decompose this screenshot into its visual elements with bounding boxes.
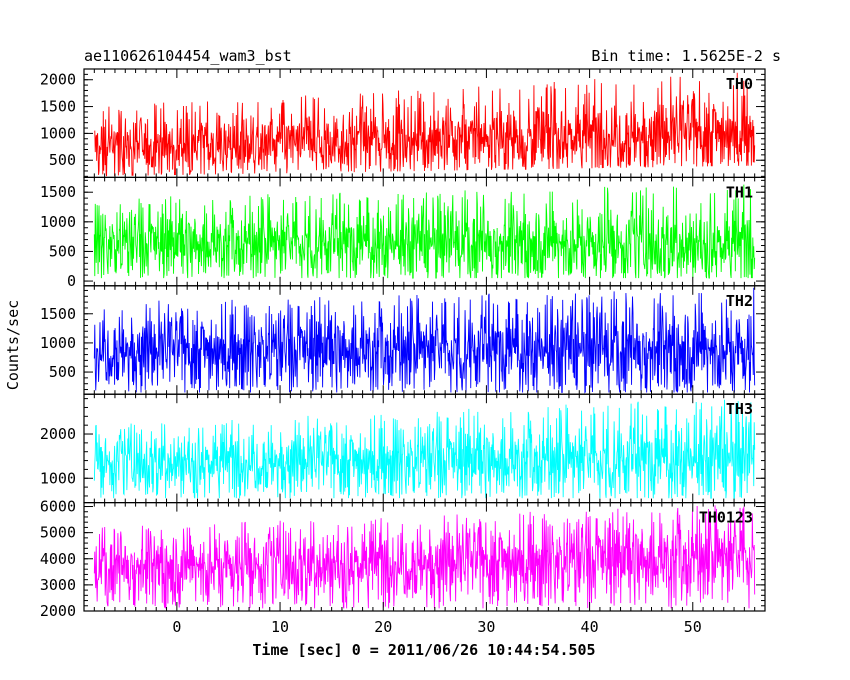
x-tick-label: 0	[172, 618, 181, 636]
y-tick-label: 4000	[40, 550, 76, 568]
panel-label-th2: TH2	[726, 292, 753, 310]
x-axis-label: Time [sec] 0 = 2011/06/26 10:44:54.505	[252, 641, 595, 659]
x-tick-label: 40	[581, 618, 599, 636]
y-tick-label: 500	[49, 151, 76, 169]
y-tick-label: 6000	[40, 498, 76, 516]
panel-label-th3: TH3	[726, 400, 753, 418]
y-tick-label: 2000	[40, 71, 76, 89]
series-th0123	[93, 505, 756, 609]
y-tick-label: 1000	[40, 334, 76, 352]
series-th3	[93, 399, 756, 499]
y-tick-label: 5000	[40, 524, 76, 542]
y-tick-label: 1000	[40, 213, 76, 231]
x-tick-label: 10	[271, 618, 289, 636]
x-tick-label: 50	[684, 618, 702, 636]
x-tick-label: 30	[477, 618, 495, 636]
panel-label-th0123: TH0123	[699, 509, 753, 527]
y-tick-label: 1500	[40, 98, 76, 116]
y-axis-label: Counts/sec	[4, 300, 22, 390]
series-th0	[94, 72, 756, 177]
y-tick-label: 500	[49, 363, 76, 381]
y-tick-label: 0	[67, 272, 76, 290]
y-tick-label: 1000	[40, 469, 76, 487]
y-tick-label: 2000	[40, 425, 76, 443]
chart-title: ae110626104454_wam3_bst	[84, 47, 292, 65]
x-tick-label: 20	[374, 618, 392, 636]
series-th1	[93, 184, 756, 279]
panel-label-th1: TH1	[726, 183, 753, 201]
y-tick-label: 1500	[40, 305, 76, 323]
y-tick-label: 3000	[40, 576, 76, 594]
bin-time-label: Bin time: 1.5625E-2 s	[591, 47, 781, 65]
y-tick-label: 500	[49, 242, 76, 260]
y-tick-label: 2000	[40, 602, 76, 620]
y-tick-label: 1500	[40, 183, 76, 201]
y-tick-label: 1000	[40, 124, 76, 142]
panel-label-th0: TH0	[726, 75, 753, 93]
series-th2	[93, 287, 756, 394]
